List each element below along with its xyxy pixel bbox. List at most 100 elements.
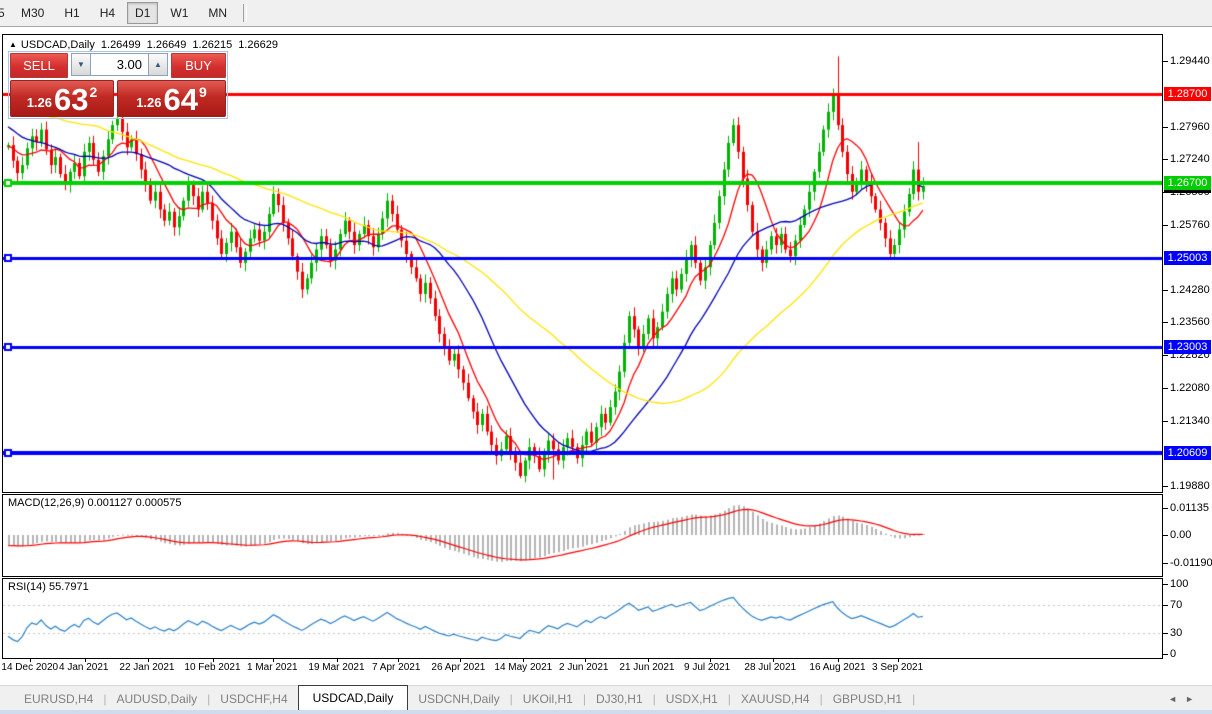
price-scale-tick-mark xyxy=(1163,535,1168,536)
date-tick-mark xyxy=(273,659,274,662)
date-label: 9 Jul 2021 xyxy=(684,662,731,673)
timeframe-button-mn[interactable]: MN xyxy=(208,6,228,20)
symbol-tab-usdcad[interactable]: USDCAD,Daily xyxy=(297,685,409,711)
date-tick-mark xyxy=(148,659,149,662)
price-level-badge: 1.20609 xyxy=(1164,446,1211,460)
buy-price-prefix: 1.26 xyxy=(136,95,162,110)
price-scale-tick: 1.24280 xyxy=(1170,284,1210,296)
tab-separator: | xyxy=(509,692,513,706)
timeframe-buttons: M30 H1 H4 D1 W1 MN xyxy=(11,2,237,24)
date-tick-mark xyxy=(648,659,649,662)
price-level-badge: 1.23003 xyxy=(1164,340,1211,354)
tab-scroll-right-icon[interactable]: ► xyxy=(1185,694,1202,704)
timeframe-button-partial[interactable]: 5 xyxy=(0,2,9,24)
price-scale-tick: 1.23560 xyxy=(1170,316,1210,328)
date-label: 26 Apr 2021 xyxy=(431,662,486,673)
sell-price-box[interactable]: 1.26 63 2 xyxy=(10,80,114,117)
buy-price-box[interactable]: 1.26 64 9 xyxy=(117,80,226,117)
tab-scroll-arrows: ◄► xyxy=(1168,694,1202,704)
tab-separator: | xyxy=(819,692,823,706)
tab-separator: | xyxy=(103,692,107,706)
tab-separator: | xyxy=(912,692,916,706)
symbol-tab-bar: EURUSD,H4 | AUDUSD,Daily | USDCHF,H4 USDCAD,D… xyxy=(0,685,1212,711)
sell-price-pip: 2 xyxy=(89,84,98,100)
timeframe-button-d1[interactable]: D1 xyxy=(127,2,159,24)
date-tick-mark xyxy=(710,659,711,662)
timeframe-button-h1[interactable]: H1 xyxy=(64,6,80,20)
window-bottom-edge xyxy=(0,710,1212,714)
timeframe-button-w1[interactable]: W1 xyxy=(170,6,189,20)
chart-symbol-label: USDCAD,Daily xyxy=(20,39,95,51)
collapse-triangle-icon[interactable]: ▲ xyxy=(9,40,17,49)
symbol-tab-gbpusd[interactable]: GBPUSD,H1 xyxy=(832,692,903,706)
price-chart-panel: ▲ USDCAD,Daily 1.26499 1.26649 1.26215 1.2662… xyxy=(2,34,1163,493)
symbol-tab-xauusd[interactable]: XAUUSD,H4 xyxy=(740,692,810,706)
price-scale-tick: 1.27960 xyxy=(1170,121,1210,133)
ohlc-low: 1.26215 xyxy=(192,39,233,51)
price-scale-tick-mark xyxy=(1163,508,1168,509)
price-scale-tick-mark xyxy=(1163,322,1168,323)
rsi-panel: RSI(14) 55.7971 xyxy=(2,578,1163,659)
timeframe-button-m30[interactable]: M30 xyxy=(21,6,45,20)
rsi-scale-tick: 100 xyxy=(1170,578,1189,590)
macd-panel: MACD(12,26,9) 0.001127 0.000575 xyxy=(2,494,1163,577)
price-scale-tick: 1.25760 xyxy=(1170,219,1210,231)
price-level-badge: 1.25003 xyxy=(1164,251,1211,265)
buy-button[interactable]: BUY xyxy=(171,53,226,78)
price-scale-tick-mark xyxy=(1163,159,1168,160)
symbol-tab-ukoil[interactable]: UKOil,H1 xyxy=(522,692,573,706)
sell-button[interactable]: SELL xyxy=(10,53,68,78)
date-label: 3 Sep 2021 xyxy=(872,662,924,673)
ohlc-close: 1.26629 xyxy=(238,39,278,51)
date-label: 21 Jun 2021 xyxy=(619,662,675,673)
macd-canvas[interactable] xyxy=(3,495,1162,576)
date-label: 2 Jun 2021 xyxy=(559,662,609,673)
tab-scroll-left-icon[interactable]: ◄ xyxy=(1168,694,1186,704)
symbol-tab-usdcnh[interactable]: USDCNH,Daily xyxy=(418,692,500,706)
price-scale-tick-mark xyxy=(1163,127,1168,128)
symbol-tab-usdchf[interactable]: USDCHF,H4 xyxy=(220,692,288,706)
rsi-canvas[interactable] xyxy=(3,579,1162,658)
ohlc-high: 1.26649 xyxy=(146,39,187,51)
rsi-scale-tick: 0 xyxy=(1170,648,1177,660)
timeframe-button-h4[interactable]: H4 xyxy=(99,6,116,20)
date-label: 19 Mar 2021 xyxy=(308,662,365,673)
date-tick-mark xyxy=(523,659,524,662)
macd-scale-tick: 0.01135 xyxy=(1170,502,1209,514)
sell-price-big: 63 xyxy=(54,82,89,117)
date-label: 28 Jul 2021 xyxy=(744,662,797,673)
symbol-tab-eurusd[interactable]: EURUSD,H4 xyxy=(24,692,94,706)
tab-separator: | xyxy=(652,692,656,706)
price-scale-tick-mark xyxy=(1163,654,1168,655)
toolbar-separator xyxy=(243,4,248,22)
date-label: 10 Feb 2021 xyxy=(184,662,241,673)
price-scale-tick: 1.21340 xyxy=(1170,415,1210,427)
symbol-tab-audusd[interactable]: AUDUSD,Daily xyxy=(116,692,198,706)
price-scale-tick-mark xyxy=(1163,563,1168,564)
date-tick-mark xyxy=(337,659,338,662)
buy-price-big: 64 xyxy=(163,82,198,117)
date-label: 1 Mar 2021 xyxy=(247,662,298,673)
price-level-badge: 1.26700 xyxy=(1164,176,1211,190)
chart-header: ▲ USDCAD,Daily 1.26499 1.26649 1.26215 1.2662… xyxy=(9,39,284,51)
price-scale-tick-mark xyxy=(1163,605,1168,606)
date-tick-mark xyxy=(585,659,586,662)
buy-price-pip: 9 xyxy=(199,84,207,100)
date-label: 22 Jan 2021 xyxy=(119,662,175,673)
price-scale-tick-mark xyxy=(1163,61,1168,62)
price-scale-tick-mark xyxy=(1163,355,1168,356)
price-scale-tick-mark xyxy=(1163,486,1168,487)
macd-scale-tick: -0.011904 xyxy=(1170,557,1212,569)
symbol-tab-dj30[interactable]: DJ30,H1 xyxy=(595,692,643,706)
volume-increase-icon[interactable]: ▲ xyxy=(148,53,168,76)
price-scale-tick-mark xyxy=(1163,225,1168,226)
symbol-tab-usdx[interactable]: USDX,H1 xyxy=(665,692,718,706)
rsi-scale-tick: 30 xyxy=(1170,627,1183,639)
date-label: 4 Jan 2021 xyxy=(59,662,109,673)
volume-input[interactable]: 3.00 xyxy=(91,53,148,76)
date-tick-mark xyxy=(213,659,214,662)
price-scale-tick: 1.27240 xyxy=(1170,153,1210,165)
volume-decrease-icon[interactable]: ▼ xyxy=(71,53,91,76)
price-scale-tick-mark xyxy=(1163,633,1168,634)
price-scale-tick-mark xyxy=(1163,388,1168,389)
